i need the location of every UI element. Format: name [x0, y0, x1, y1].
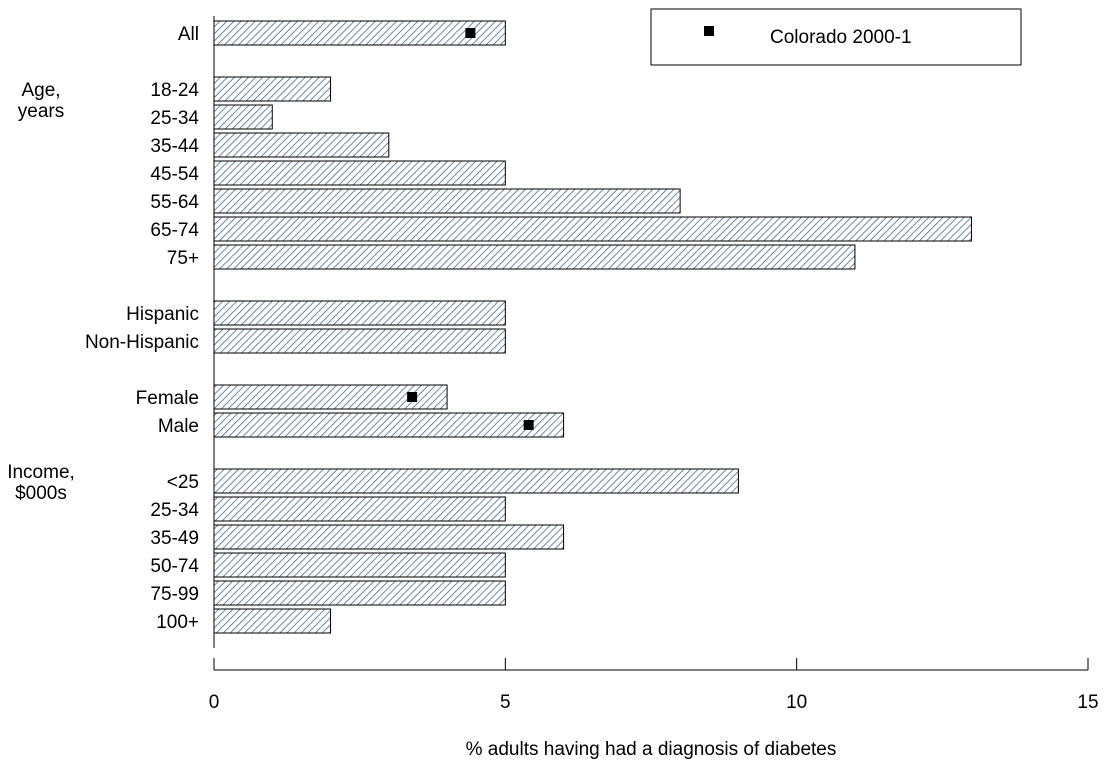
category-label: All [178, 24, 199, 45]
group-label: $000s [15, 483, 67, 504]
markers-layer [407, 28, 534, 430]
category-label: 35-49 [150, 528, 199, 549]
bar-13 [213, 496, 506, 522]
bar-8 [213, 300, 506, 326]
category-label: 18-24 [150, 80, 199, 101]
category-label: 25-34 [150, 108, 199, 129]
bar-12 [213, 468, 739, 494]
category-label: 50-74 [150, 556, 199, 577]
x-tick-label: 5 [500, 692, 511, 713]
group-label: Age, [21, 80, 60, 101]
group-label: years [18, 101, 64, 122]
bar-17 [213, 608, 332, 634]
group-labels: Age,years Income,$000s [7, 80, 75, 504]
category-label: 55-64 [150, 192, 199, 213]
category-label: Female [136, 388, 199, 409]
category-labels: All 18-24 25-34 35-44 45-54 55-64 65-74 75+ Hisp… [85, 24, 199, 633]
category-label: <25 [167, 472, 199, 493]
category-label: Hispanic [126, 304, 199, 325]
x-tick-label: 10 [786, 692, 807, 713]
category-label: 75-99 [150, 584, 199, 605]
bar-15 [213, 552, 506, 578]
group-label: Income, [7, 462, 75, 483]
x-tick-label: 0 [209, 692, 220, 713]
category-label: 75+ [167, 248, 199, 269]
bar-11 [213, 412, 565, 438]
marker-point [407, 392, 418, 402]
marker-point [523, 420, 534, 430]
bar-2 [213, 104, 273, 130]
marker-point [465, 28, 476, 38]
category-label: Non-Hispanic [85, 332, 199, 353]
legend: Colorado 2000-1 [650, 8, 1022, 66]
legend-box [650, 8, 1022, 66]
bar-16 [213, 580, 506, 606]
legend-marker-icon [704, 26, 714, 36]
bar-4 [213, 160, 506, 186]
legend-label: Colorado 2000-1 [770, 27, 912, 48]
bar-5 [213, 188, 681, 214]
x-tick-label: 15 [1077, 692, 1098, 713]
category-label: 100+ [156, 612, 199, 633]
x-axis-title: % adults having had a diagnosis of diabe… [466, 739, 837, 760]
bar-3 [213, 132, 390, 158]
axes-layer: 0 5 10 15 [209, 16, 1099, 713]
bar-0 [213, 20, 506, 46]
bar-14 [213, 524, 565, 550]
category-label: Male [158, 416, 199, 437]
bar-9 [213, 328, 506, 354]
category-label: 25-34 [150, 500, 199, 521]
category-label: 45-54 [150, 164, 199, 185]
bars-layer [213, 20, 972, 634]
category-label: 35-44 [150, 136, 199, 157]
bar-6 [213, 216, 972, 242]
bar-7 [213, 244, 856, 270]
bar-1 [213, 76, 332, 102]
category-label: 65-74 [150, 220, 199, 241]
